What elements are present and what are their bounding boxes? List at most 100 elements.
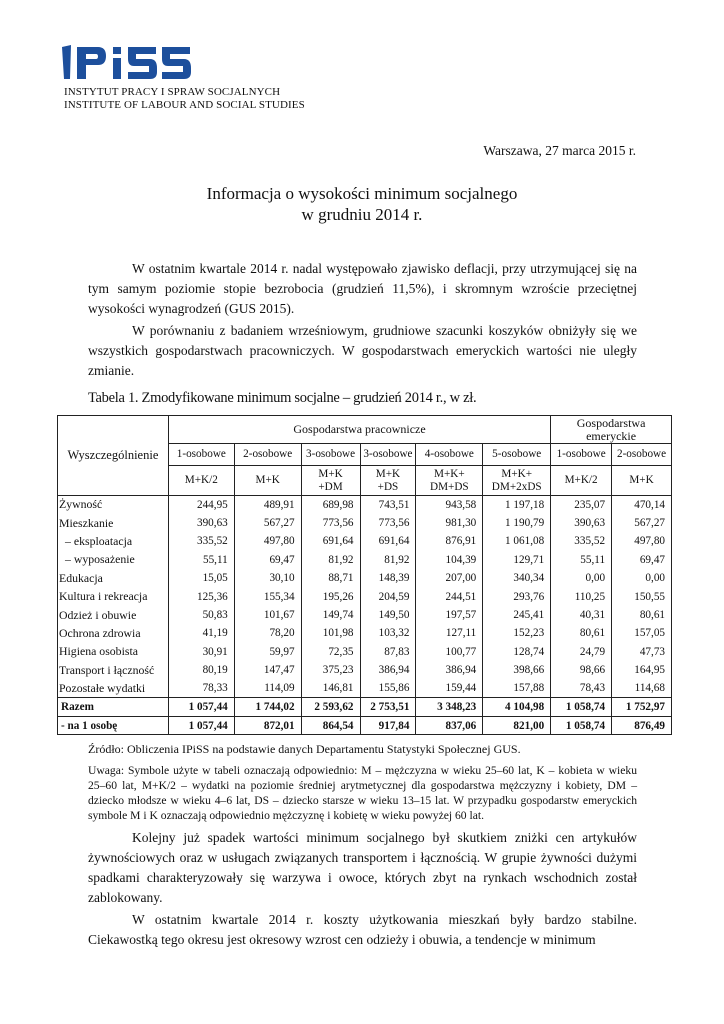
household-composition-header: M+K/2: [167, 465, 235, 496]
paragraph: W porównaniu z badaniem wrześniowym, gru…: [88, 323, 637, 378]
row-label: Higiena osobista: [57, 642, 169, 662]
cell-value: 155,34: [233, 587, 302, 606]
table-row: Ochrona zdrowia 41,19 78,20 101,98 103,32 127…: [57, 624, 672, 643]
row-label: Mieszkanie: [57, 513, 169, 533]
cell-value: 152,23: [482, 624, 552, 643]
cell-value: 872,01: [233, 715, 302, 736]
cell-value: 125,36: [167, 587, 235, 606]
composition-line: +DM: [318, 480, 343, 493]
composition-line: M+K/2: [564, 474, 598, 486]
cell-value: 110,25: [550, 587, 613, 606]
cell-value: 470,14: [611, 495, 672, 514]
cell-value: 567,27: [233, 513, 302, 533]
composition-line: M+K: [318, 467, 343, 480]
cell-value: 245,41: [482, 605, 552, 625]
cell-value: 497,80: [611, 532, 672, 551]
cell-value: 81,92: [300, 550, 361, 570]
cell-value: 1 057,44: [167, 697, 235, 717]
cell-value: 943,58: [415, 495, 484, 514]
composition-line: M+K/2: [184, 474, 218, 486]
cell-value: 235,07: [550, 495, 613, 514]
table-row: Kultura i rekreacja 125,36 155,34 195,26 204…: [57, 587, 672, 606]
document-date: Warszawa, 27 marca 2015 r.: [483, 143, 636, 158]
row-label: Żywność: [57, 495, 169, 514]
cell-value: 88,71: [300, 569, 361, 588]
cell-value: 30,91: [167, 642, 235, 662]
cell-value: 81,92: [359, 550, 417, 570]
paragraph: Kolejny już spadek wartości minimum socj…: [88, 830, 637, 905]
household-size-header: 3-osobowe: [359, 443, 417, 466]
cell-value: 164,95: [611, 661, 672, 680]
cell-value: 1 058,74: [550, 715, 613, 736]
cell-value: 40,31: [550, 605, 613, 625]
cell-value: 59,97: [233, 642, 302, 662]
cell-value: 204,59: [359, 587, 417, 606]
cell-value: 386,94: [415, 661, 484, 680]
cell-value: 773,56: [300, 513, 361, 533]
cell-value: 691,64: [300, 532, 361, 551]
row-label: - na 1 osobę: [57, 715, 169, 736]
table-row: Pozostałe wydatki 78,33 114,09 146,81 155,86…: [57, 679, 672, 698]
cell-value: 876,91: [415, 532, 484, 551]
title-line-2: w grudniu 2014 r.: [301, 205, 423, 224]
cell-value: 80,61: [550, 624, 613, 643]
cell-value: 101,98: [300, 624, 361, 643]
household-size-header: 1-osobowe: [167, 443, 235, 466]
cell-value: 1 057,44: [167, 715, 235, 736]
row-label: – eksploatacja: [57, 532, 169, 551]
cell-value: 30,10: [233, 569, 302, 588]
row-label: Kultura i rekreacja: [57, 587, 169, 606]
cell-value: 147,47: [233, 661, 302, 680]
cell-value: 0,00: [611, 569, 672, 588]
title-line-1: Informacja o wysokości minimum socjalneg…: [206, 184, 518, 203]
cell-value: 917,84: [359, 715, 417, 736]
cell-value: 87,83: [359, 642, 417, 662]
minimum-table: Wyszczególnienie Gospodarstwa pracownicz…: [57, 415, 672, 736]
table-row: Transport i łączność 80,19 147,47 375,23 386…: [57, 661, 672, 680]
composition-line: M+K+: [501, 467, 533, 480]
cell-value: 691,64: [359, 532, 417, 551]
cell-value: 157,88: [482, 679, 552, 698]
table-caption: Tabela 1. Zmodyfikowane minimum socjalne…: [88, 390, 477, 406]
cell-value: 4 104,98: [482, 697, 552, 717]
cell-value: 390,63: [167, 513, 235, 533]
table-row: Mieszkanie 390,63 567,27 773,56 773,56 981,30…: [57, 513, 672, 533]
household-size-header: 1-osobowe: [550, 443, 613, 466]
table-note: Uwaga: Symbole użyte w tabeli oznaczają …: [88, 764, 637, 822]
institute-name-pl: INSTYTUT PRACY I SPRAW SOCJALNYCH: [64, 86, 281, 98]
cell-value: 375,23: [300, 661, 361, 680]
household-size-header: 4-osobowe: [415, 443, 484, 466]
cell-value: 821,00: [482, 715, 552, 736]
household-size-header: 2-osobowe: [611, 443, 672, 466]
cell-value: 497,80: [233, 532, 302, 551]
cell-value: 335,52: [550, 532, 613, 551]
cell-value: 197,57: [415, 605, 484, 625]
cell-value: 50,83: [167, 605, 235, 625]
cell-value: 864,54: [300, 715, 361, 736]
cell-value: 155,86: [359, 679, 417, 698]
cell-value: 489,91: [233, 495, 302, 514]
composition-line: M+K: [375, 467, 401, 480]
cell-value: 340,34: [482, 569, 552, 588]
cell-value: 743,51: [359, 495, 417, 514]
cell-value: 69,47: [611, 550, 672, 570]
cell-value: 55,11: [550, 550, 613, 570]
cell-value: 55,11: [167, 550, 235, 570]
cell-value: 127,11: [415, 624, 484, 643]
cell-value: 335,52: [167, 532, 235, 551]
cell-value: 159,44: [415, 679, 484, 698]
cell-value: 689,98: [300, 495, 361, 514]
cell-value: 150,55: [611, 587, 672, 606]
row-label: Edukacja: [57, 569, 169, 588]
cell-value: 1 061,08: [482, 532, 552, 551]
cell-value: 2 593,62: [300, 697, 361, 717]
row-label: Pozostałe wydatki: [57, 679, 169, 698]
cell-value: 78,43: [550, 679, 613, 698]
household-size-header: 5-osobowe: [482, 443, 552, 466]
row-label: Ochrona zdrowia: [57, 624, 169, 643]
household-composition-header: M+K: [233, 465, 302, 496]
cell-value: 114,09: [233, 679, 302, 698]
row-label: Razem: [57, 697, 169, 717]
document-title: Informacja o wysokości minimum socjalneg…: [0, 183, 724, 225]
table-row: Odzież i obuwie 50,83 101,67 149,74 149,50 19…: [57, 605, 672, 625]
